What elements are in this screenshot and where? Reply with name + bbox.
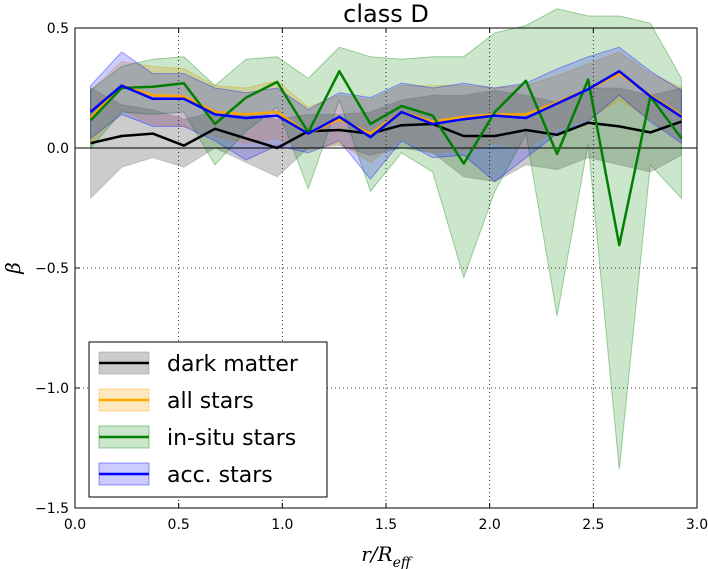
series-line-acc-stars (89, 69, 683, 139)
x-axis-label: r/Reff (361, 542, 413, 569)
y-tick-label: −1.0 (35, 381, 69, 397)
legend: dark matter all stars in-situ stars acc. st… (88, 341, 328, 498)
x-axis-label-sub: eff (393, 555, 413, 569)
y-tick-label: −0.5 (35, 261, 69, 277)
axis-ticks: 0.0 0.5 1.0 1.5 2.0 2.5 3.0 −1.5 −1.0 −0.5 0.0 0.5 (35, 21, 708, 533)
legend-label-all-stars: all stars (167, 389, 254, 414)
x-tick-label: 1.0 (271, 517, 293, 533)
chart-title: class D (343, 0, 429, 28)
x-tick-label: 0.5 (168, 517, 190, 533)
y-tick-label: 0.5 (47, 21, 69, 37)
x-tick-label: 1.5 (375, 517, 397, 533)
x-axis-label-main: r/R (361, 542, 392, 566)
x-tick-label: 3.0 (686, 517, 708, 533)
y-axis-label: β (1, 262, 25, 275)
series-lines (89, 69, 683, 247)
y-tick-label: −1.5 (35, 501, 69, 517)
legend-box (88, 341, 328, 498)
legend-label-dark-matter: dark matter (167, 352, 299, 377)
y-tick-label: 0.0 (47, 141, 69, 157)
series-line-dark-matter (90, 120, 682, 150)
legend-label-acc-stars: acc. stars (167, 463, 273, 488)
x-tick-label: 0.0 (64, 517, 86, 533)
x-tick-label: 2.5 (582, 517, 604, 533)
x-tick-label: 2.0 (479, 517, 501, 533)
legend-label-in-situ-stars: in-situ stars (167, 426, 296, 451)
